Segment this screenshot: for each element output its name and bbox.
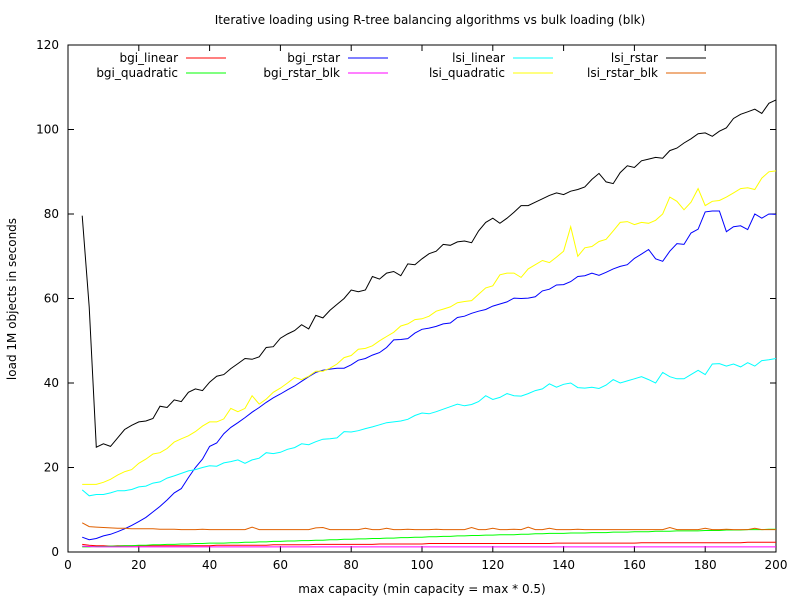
series-line-bgi-rstar	[82, 210, 777, 541]
series-line-lsi-rstar	[81, 99, 777, 448]
series-lines	[81, 99, 777, 548]
y-tick-label: 0	[51, 545, 59, 559]
legend-label-lsi-linear: lsi_linear	[452, 51, 505, 65]
x-tick-label: 180	[694, 558, 717, 572]
axis-ticks: 0 20 40 60 80 100 120 140 160 180 200 0 20 40 60 80 100 1…	[36, 38, 787, 572]
series-line-bgi-quadratic	[82, 528, 776, 548]
x-tick-label: 40	[202, 558, 217, 572]
series-line-lsi-quadratic	[82, 170, 777, 485]
x-tick-label: 0	[64, 558, 72, 572]
y-axis-label: load 1M objects in seconds	[5, 218, 19, 380]
y-tick-label: 60	[44, 292, 59, 306]
legend-label-lsi-quadratic: lsi_quadratic	[429, 66, 505, 80]
x-tick-label: 20	[131, 558, 146, 572]
legend-label-bgi-quadratic: bgi_quadratic	[96, 66, 178, 80]
y-tick-label: 100	[36, 123, 59, 137]
x-tick-label: 120	[481, 558, 504, 572]
legend-label-bgi-rstar-blk: bgi_rstar_blk	[263, 66, 340, 80]
x-tick-label: 60	[273, 558, 288, 572]
series-line-bgi-rstar-blk	[82, 545, 776, 548]
legend-label-bgi-linear: bgi_linear	[119, 51, 178, 65]
y-tick-label: 120	[36, 38, 59, 52]
x-tick-label: 160	[623, 558, 646, 572]
series-line-lsi-rstar-blk	[81, 522, 776, 531]
series-line-bgi-linear	[82, 541, 776, 547]
chart-title: Iterative loading using R-tree balancing…	[215, 13, 646, 27]
x-tick-label: 80	[344, 558, 359, 572]
x-axis-label: max capacity (min capacity = max * 0.5)	[298, 582, 545, 596]
x-tick-label: 200	[765, 558, 788, 572]
y-tick-label: 20	[44, 461, 59, 475]
x-tick-label: 140	[552, 558, 575, 572]
x-tick-label: 100	[411, 558, 434, 572]
series-line-lsi-linear	[81, 358, 777, 497]
legend-label-lsi-rstar: lsi_rstar	[611, 51, 658, 65]
legend-label-bgi-rstar: bgi_rstar	[287, 51, 340, 65]
y-tick-label: 80	[44, 207, 59, 221]
y-tick-label: 40	[44, 376, 59, 390]
legend-label-lsi-rstar-blk: lsi_rstar_blk	[587, 66, 658, 80]
